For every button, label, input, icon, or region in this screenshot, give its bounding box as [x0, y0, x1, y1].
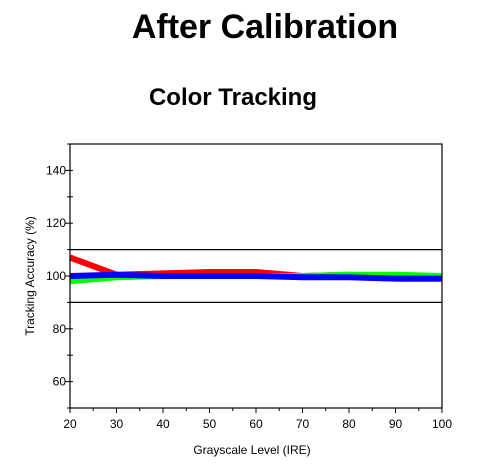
x-tick-label: 30	[110, 417, 124, 431]
y-tick-label: 140	[46, 163, 66, 177]
x-axis-label: Grayscale Level (IRE)	[193, 443, 310, 457]
page-heading: After Calibration	[131, 8, 399, 46]
x-tick-label: 60	[249, 417, 263, 431]
x-tick-label: 90	[389, 417, 403, 431]
series-line-blue	[69, 271, 442, 282]
x-tick-label: 70	[296, 417, 310, 431]
chart-title: Color Tracking	[148, 84, 318, 111]
y-tick-label: 120	[46, 216, 66, 230]
y-tick-label: 100	[46, 269, 66, 283]
x-tick-label: 80	[342, 417, 356, 431]
y-tick-label: 60	[53, 375, 67, 389]
x-tick-label: 40	[156, 417, 170, 431]
x-tick-label: 20	[63, 417, 77, 431]
x-tick-label: 50	[203, 417, 217, 431]
x-tick-label: 100	[432, 417, 452, 431]
y-tick-label: 80	[53, 322, 67, 336]
y-axis-label: Tracking Accuracy (%)	[23, 216, 37, 336]
